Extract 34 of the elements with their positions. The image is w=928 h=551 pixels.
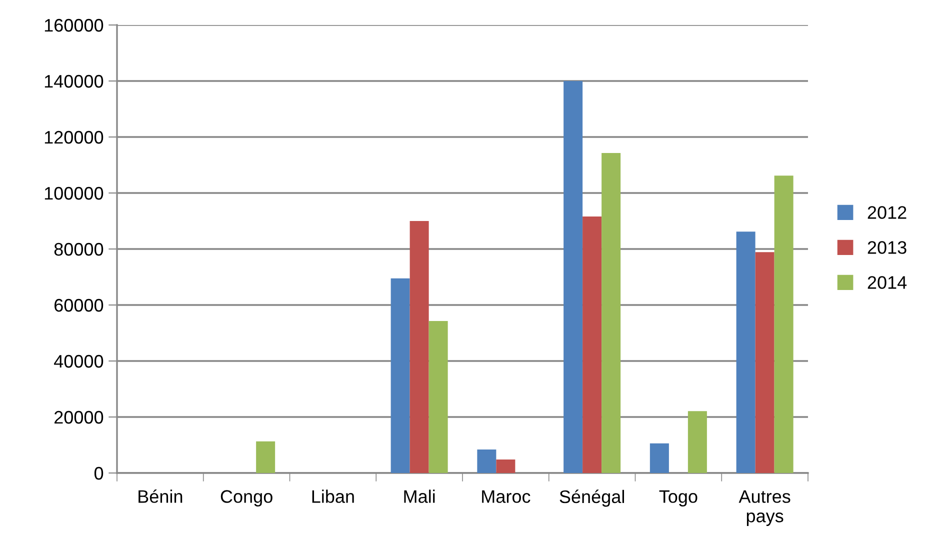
y-tick-label: 40000 [54, 354, 104, 368]
x-tick-label: Bénin [138, 489, 182, 503]
bar [564, 81, 583, 473]
bar [496, 460, 516, 473]
bar [736, 232, 756, 473]
x-tick-label: Sénégal [560, 490, 624, 507]
legend-label: 2014 [868, 276, 907, 289]
x-tick-label: Togo [659, 490, 698, 506]
bar [428, 320, 448, 473]
x-tick-label: Liban [312, 490, 354, 503]
y-tick-label: 120000 [44, 130, 104, 144]
legend-label: 2013 [868, 241, 906, 254]
legend-label: 2012 [868, 206, 906, 219]
bar [602, 152, 621, 473]
bar [755, 252, 774, 473]
bar [390, 278, 410, 473]
y-tick-label: 60000 [54, 298, 104, 312]
y-tick-label: 160000 [44, 18, 104, 32]
bar [256, 441, 276, 473]
bar [477, 449, 496, 473]
y-tick-label: 140000 [44, 74, 104, 88]
bar [688, 411, 707, 473]
y-tick-label: 80000 [54, 242, 104, 256]
y-tick-label: 0 [94, 466, 104, 480]
y-tick-label: 20000 [54, 410, 104, 424]
bar [650, 443, 669, 473]
y-tick-label: 100000 [44, 186, 104, 200]
bar [774, 176, 794, 473]
x-tick-label: Mali [404, 490, 435, 503]
x-tick-label: Maroc [482, 490, 530, 503]
x-tick-label: Congo [220, 490, 272, 506]
x-tick-label: Autres pays [738, 490, 790, 526]
bar [410, 221, 429, 473]
bar [582, 216, 602, 473]
